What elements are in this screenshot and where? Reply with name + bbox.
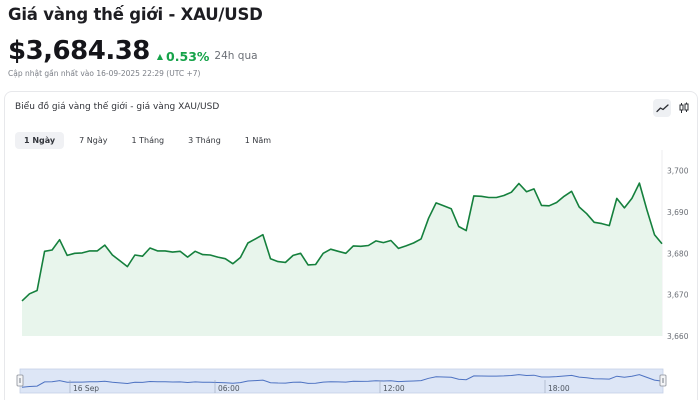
- y-tick-label: 3,670: [667, 291, 689, 300]
- x-tick-label: 12:00: [383, 384, 405, 393]
- price-row: $3,684.38 ▲ 0.53% 24h qua: [8, 36, 258, 66]
- range-navigator[interactable]: 16 Sep 06:00 12:00 18:00: [16, 368, 667, 394]
- y-tick-label: 3,690: [667, 208, 689, 217]
- price-change: ▲ 0.53%: [157, 49, 210, 64]
- chart-card-title: Biểu đồ giá vàng thế giới - giá vàng XAU…: [15, 102, 220, 112]
- y-tick-label: 3,680: [667, 249, 689, 258]
- line-chart-icon: [655, 103, 669, 112]
- y-tick-label: 3,660: [667, 332, 689, 341]
- last-updated: Cập nhật gần nhất vào 16-09-2025 22:29 (…: [8, 69, 201, 78]
- navigator-window[interactable]: [19, 368, 664, 394]
- tab-1-day[interactable]: 1 Ngày: [15, 132, 65, 149]
- x-tick-label: 16 Sep: [73, 384, 99, 393]
- navigator-line: [21, 374, 663, 388]
- current-price: $3,684.38: [8, 36, 150, 66]
- price-area-fill: [22, 183, 662, 336]
- time-range-tabs: 1 Ngày 7 Ngày 1 Tháng 3 Tháng 1 Năm: [15, 132, 286, 149]
- up-arrow-icon: ▲: [156, 52, 164, 61]
- tab-3-months[interactable]: 3 Tháng: [188, 136, 221, 145]
- y-tick-label: 3,700: [667, 167, 689, 176]
- change-period: 24h qua: [214, 50, 258, 62]
- navigator-right-handle[interactable]: [659, 374, 667, 387]
- y-axis-ticks: 3,660 3,670 3,680 3,690 3,700: [667, 167, 689, 341]
- line-chart-button[interactable]: [653, 99, 671, 117]
- navigator-left-handle[interactable]: [16, 374, 24, 387]
- navigator-x-ticks: 16 Sep 06:00 12:00 18:00: [69, 380, 570, 393]
- candlestick-icon: [679, 102, 689, 113]
- page-title: Giá vàng thế giới - XAU/USD: [8, 5, 263, 24]
- tab-7-days[interactable]: 7 Ngày: [79, 136, 108, 145]
- price-line: [21, 182, 663, 302]
- x-tick-label: 18:00: [548, 384, 570, 393]
- tab-1-month[interactable]: 1 Tháng: [131, 136, 165, 145]
- candlestick-chart-button[interactable]: [675, 99, 693, 117]
- tab-1-year[interactable]: 1 Năm: [244, 136, 272, 145]
- x-tick-label: 06:00: [218, 384, 240, 393]
- change-percent: 0.53%: [166, 49, 210, 64]
